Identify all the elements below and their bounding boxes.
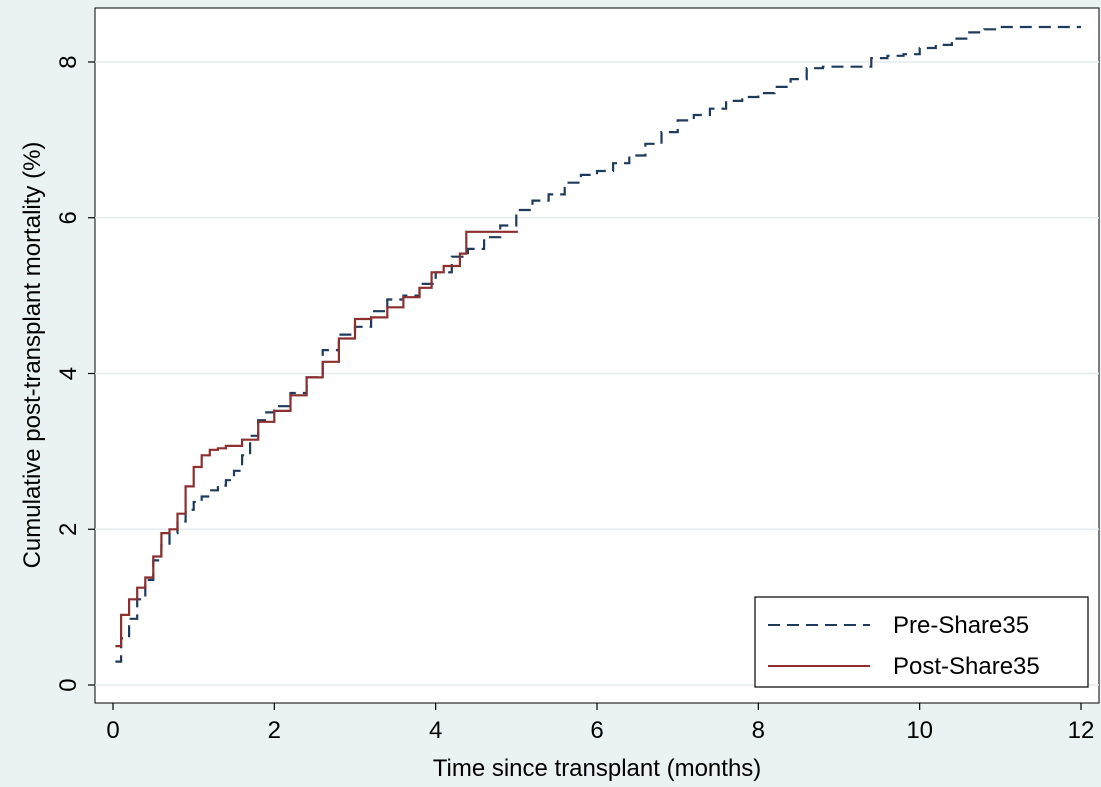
series-lines xyxy=(115,25,1081,663)
legend: Pre-Share35 Post-Share35 xyxy=(754,596,1089,688)
x-tick-label: 10 xyxy=(906,717,933,744)
x-axis-title: Time since transplant (months) xyxy=(433,755,762,782)
y-tick-label: 6 xyxy=(55,211,82,224)
x-tick-label: 0 xyxy=(106,717,119,744)
plot-area xyxy=(94,7,1100,704)
x-tick-label: 2 xyxy=(268,717,281,744)
legend-box xyxy=(754,596,1089,688)
x-tick-label: 6 xyxy=(590,717,603,744)
legend-label-post-share35: Post-Share35 xyxy=(893,653,1040,680)
x-tick-label: 12 xyxy=(1068,717,1095,744)
x-tick-label: 4 xyxy=(429,717,442,744)
y-tick-label: 2 xyxy=(55,523,82,536)
axes: 0 2 4 6 8 0 2 4 6 8 10 12 xyxy=(55,55,1094,744)
legend-label-pre-share35: Pre-Share35 xyxy=(893,612,1029,639)
x-tick-label: 8 xyxy=(752,717,765,744)
series-line-post-share35 xyxy=(115,230,518,648)
series-line-pre-share35 xyxy=(115,25,1081,663)
y-tick-label: 8 xyxy=(55,55,82,68)
y-tick-label: 0 xyxy=(55,678,82,691)
y-axis-title: Cumulative post-transplant mortality (%) xyxy=(19,142,46,569)
y-tick-label: 4 xyxy=(55,367,82,380)
